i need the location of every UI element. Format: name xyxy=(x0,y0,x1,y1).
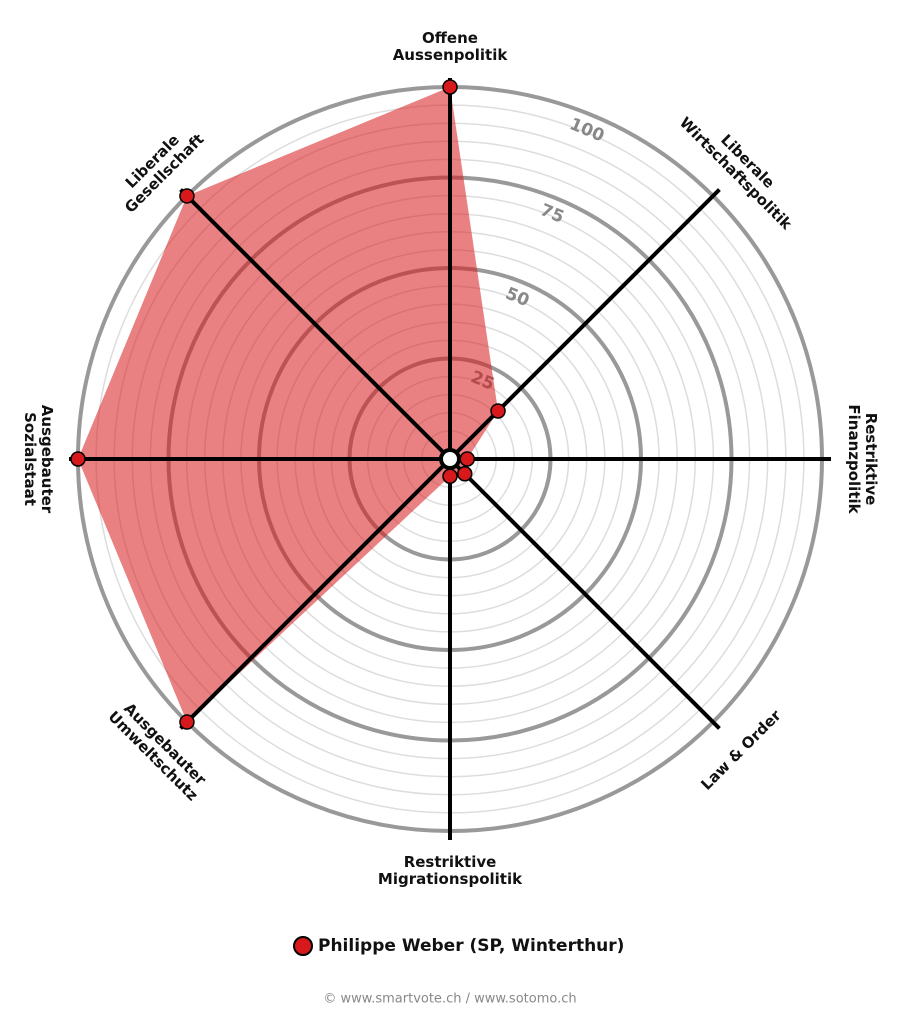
point xyxy=(459,451,475,467)
point xyxy=(442,468,458,484)
axis-line xyxy=(454,463,721,730)
axis-line xyxy=(179,463,446,730)
area xyxy=(78,87,499,723)
point xyxy=(457,466,473,482)
tick-label: 75 xyxy=(537,200,567,228)
point xyxy=(179,188,195,204)
axis-line xyxy=(179,188,446,455)
center-hole xyxy=(439,448,461,470)
tick-label: 50 xyxy=(502,284,532,312)
source: © www.smartvote.ch / www.sotomo.ch xyxy=(323,992,576,1007)
axis-label: Aussenpolitik xyxy=(393,46,509,64)
points xyxy=(70,79,506,730)
point xyxy=(70,451,86,467)
point xyxy=(490,403,506,419)
point xyxy=(442,79,458,95)
point xyxy=(179,714,195,730)
axis-label: Ausgebauter xyxy=(38,405,56,514)
series-area xyxy=(78,87,499,723)
axis-label: Restriktive xyxy=(862,413,880,506)
axis-label: Finanzpolitik xyxy=(845,404,863,514)
legend-marker xyxy=(293,936,313,956)
legend-label: Philippe Weber (SP, Winterthur) xyxy=(318,936,624,956)
axis-label: Restriktive xyxy=(404,853,497,871)
axis-label: Sozialstaat xyxy=(21,412,39,506)
axis-label: Migrationspolitik xyxy=(378,870,523,888)
axis-label: Offene xyxy=(422,29,478,47)
